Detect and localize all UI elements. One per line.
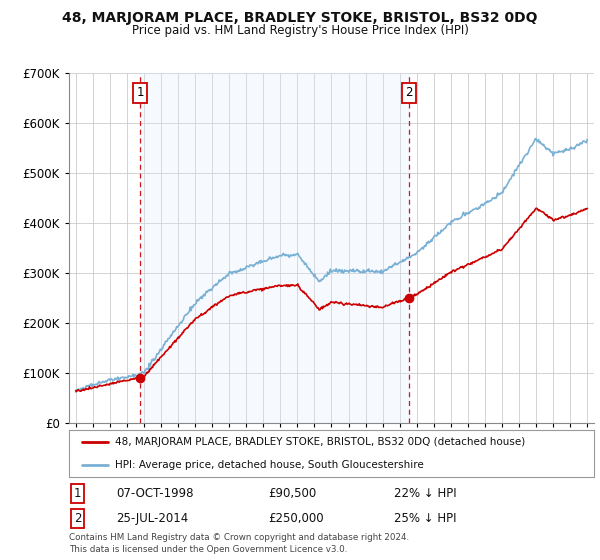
Text: 2: 2: [74, 512, 81, 525]
Text: 48, MARJORAM PLACE, BRADLEY STOKE, BRISTOL, BS32 0DQ (detached house): 48, MARJORAM PLACE, BRADLEY STOKE, BRIST…: [115, 437, 526, 447]
Text: 1: 1: [74, 487, 81, 501]
Text: 1: 1: [136, 86, 144, 99]
Text: 07-OCT-1998: 07-OCT-1998: [116, 487, 194, 501]
Text: HPI: Average price, detached house, South Gloucestershire: HPI: Average price, detached house, Sout…: [115, 460, 424, 470]
Bar: [140, 73, 409, 423]
Text: Price paid vs. HM Land Registry's House Price Index (HPI): Price paid vs. HM Land Registry's House …: [131, 24, 469, 36]
Text: £250,000: £250,000: [269, 512, 324, 525]
Text: 48, MARJORAM PLACE, BRADLEY STOKE, BRISTOL, BS32 0DQ: 48, MARJORAM PLACE, BRADLEY STOKE, BRIST…: [62, 11, 538, 25]
Text: Contains HM Land Registry data © Crown copyright and database right 2024.
This d: Contains HM Land Registry data © Crown c…: [69, 533, 409, 554]
Text: 25% ↓ HPI: 25% ↓ HPI: [395, 512, 457, 525]
Text: 22% ↓ HPI: 22% ↓ HPI: [395, 487, 457, 501]
Text: 25-JUL-2014: 25-JUL-2014: [116, 512, 188, 525]
Text: £90,500: £90,500: [269, 487, 317, 501]
Text: 2: 2: [406, 86, 413, 99]
